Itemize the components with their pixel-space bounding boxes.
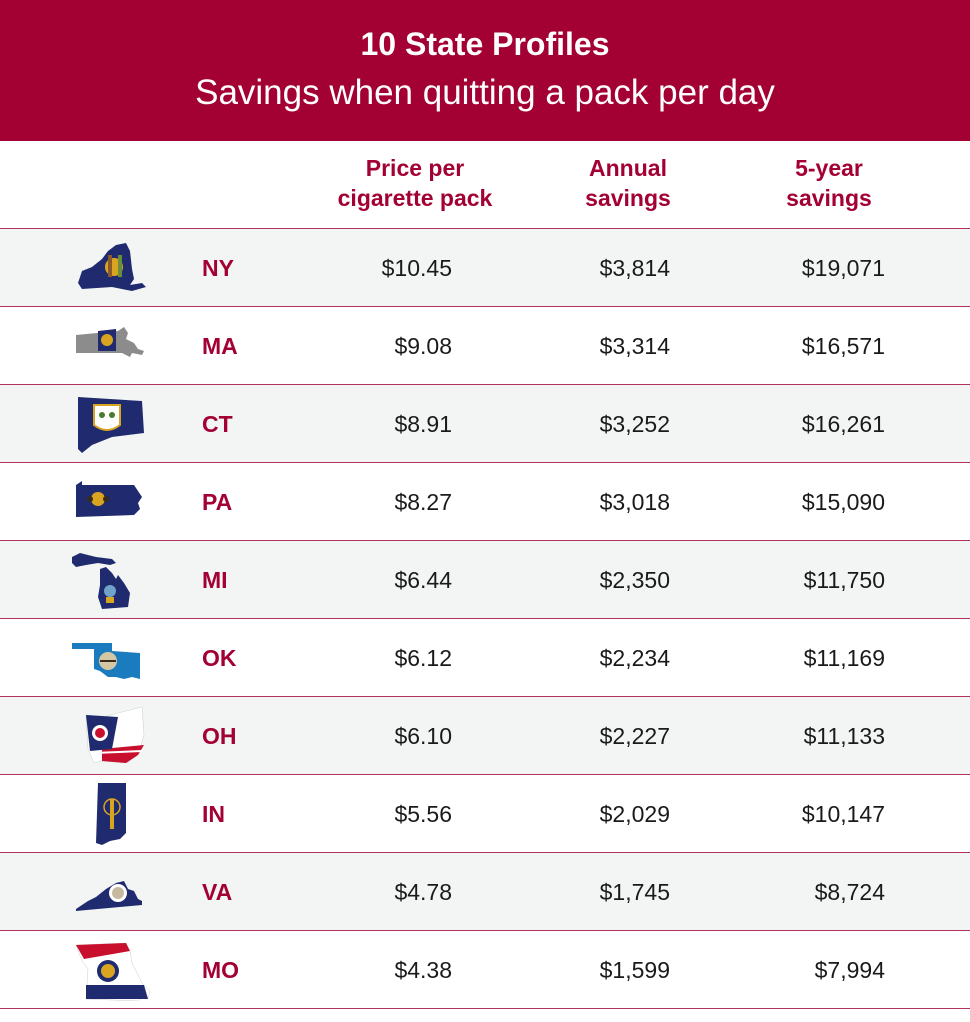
annual-savings: $2,234 [599,645,670,671]
annual-savings: $2,350 [599,567,670,593]
annual-savings: $3,814 [599,255,670,281]
price-per-pack: $4.78 [394,879,452,905]
price-per-pack: $6.10 [394,723,452,749]
table-row: MA $9.08 $3,314 $16,571 [0,307,970,385]
column-header-annual-line2: savings [585,185,671,211]
column-header-five-year-line2: savings [786,185,872,211]
virginia-flag-map-icon [76,881,142,911]
column-header-annual-line1: Annual [589,155,667,181]
state-code: NY [202,255,234,281]
column-header-price-line2: cigarette pack [337,185,493,211]
title-banner: 10 State Profiles Savings when quitting … [0,0,970,141]
table-row: IN $5.56 $2,029 $10,147 [0,775,970,853]
connecticut-flag-map-icon [78,397,144,453]
massachusetts-flag-map-icon [76,327,144,357]
page-subtitle: Savings when quitting a pack per day [195,73,775,112]
five-year-savings: $16,571 [801,333,885,359]
five-year-savings: $19,071 [801,255,885,281]
state-code: CT [202,411,233,437]
annual-savings: $2,227 [599,723,670,749]
state-code: OH [202,723,237,749]
annual-savings: $3,018 [599,489,670,515]
page-title: 10 State Profiles [360,26,610,62]
state-code: MI [202,567,228,593]
five-year-savings: $11,133 [803,723,885,749]
price-per-pack: $5.56 [394,801,452,827]
state-code: IN [202,801,225,827]
indiana-flag-map-icon [96,783,126,845]
ohio-flag-map-icon [85,706,145,764]
savings-table: NY $10.45 $3,814 $19,071 MA $9.08 $3,314… [0,228,970,1009]
state-code: VA [202,879,233,905]
new-york-flag-map-icon [78,243,146,291]
missouri-flag-map-icon [75,942,151,1001]
five-year-savings: $15,090 [801,489,885,515]
annual-savings: $1,599 [599,957,670,983]
column-header-price: Price per cigarette pack [305,153,525,213]
oklahoma-flag-map-icon [72,643,140,679]
price-per-pack: $6.44 [394,567,452,593]
table-row: MI $6.44 $2,350 $11,750 [0,541,970,619]
five-year-savings: $8,724 [814,879,885,905]
five-year-savings: $11,750 [803,567,885,593]
state-code: MA [202,333,238,359]
state-code: OK [202,645,237,671]
price-per-pack: $8.91 [394,411,452,437]
annual-savings: $3,314 [599,333,670,359]
five-year-savings: $16,261 [801,411,885,437]
table-row: PA $8.27 $3,018 $15,090 [0,463,970,541]
table-row: VA $4.78 $1,745 $8,724 [0,853,970,931]
table-row: NY $10.45 $3,814 $19,071 [0,229,970,307]
annual-savings: $3,252 [599,411,670,437]
column-header-price-line1: Price per [365,155,465,181]
price-per-pack: $10.45 [381,255,452,281]
annual-savings: $2,029 [599,801,670,827]
price-per-pack: $8.27 [394,489,452,515]
column-header-five-year: 5-year savings [719,153,939,213]
price-per-pack: $4.38 [394,957,452,983]
table-row: OK $6.12 $2,234 $11,169 [0,619,970,697]
five-year-savings: $10,147 [801,801,885,827]
annual-savings: $1,745 [599,879,670,905]
pennsylvania-flag-map-icon [76,481,142,517]
column-header-five-year-line1: 5-year [795,155,863,181]
price-per-pack: $9.08 [394,333,452,359]
table-row: CT $8.91 $3,252 $16,261 [0,385,970,463]
state-code: MO [202,957,240,983]
price-per-pack: $6.12 [394,645,452,671]
table-row: MO $4.38 $1,599 $7,994 [0,931,970,1009]
table-row: OH $6.10 $2,227 $11,133 [0,697,970,775]
five-year-savings: $11,169 [803,645,885,671]
michigan-flag-map-icon [72,553,130,609]
state-code: PA [202,489,233,515]
five-year-savings: $7,994 [814,957,885,983]
column-header-annual: Annual savings [518,153,738,213]
